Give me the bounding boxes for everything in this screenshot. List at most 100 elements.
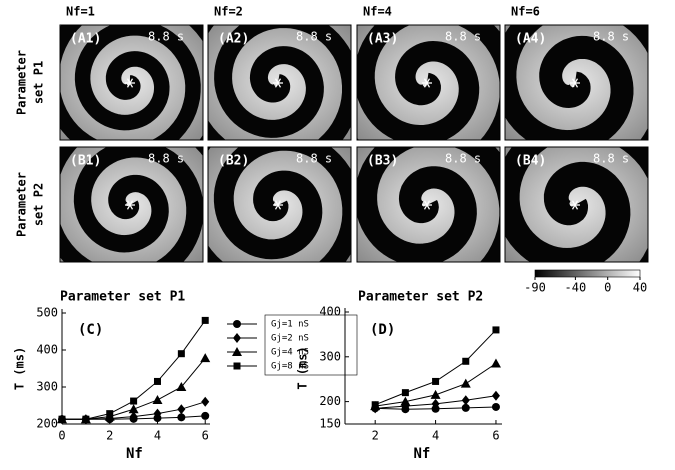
- marker: [233, 362, 241, 370]
- row-label: set P2: [32, 183, 46, 226]
- spiral-wave: [60, 25, 203, 140]
- panel-time: 8.8 s: [445, 152, 481, 166]
- image-frame: [504, 24, 649, 141]
- spiral-wave: [60, 147, 203, 262]
- marker: [430, 389, 441, 399]
- y-axis-label: T (ms): [13, 347, 27, 390]
- row-label: Parameter: [15, 172, 29, 237]
- marker: [232, 347, 242, 356]
- legend-label: Gj=8 nS: [271, 362, 309, 372]
- image-frame: [356, 24, 501, 141]
- core-star: [423, 78, 431, 88]
- marker: [432, 377, 440, 385]
- panel-label: (A2): [218, 32, 249, 47]
- panel-time: 8.8 s: [148, 152, 184, 166]
- chart-title: Parameter set P1: [60, 290, 185, 305]
- core-star: [274, 200, 282, 210]
- row-label: Parameter: [15, 50, 29, 115]
- legend-box: [264, 314, 358, 376]
- core-star: [571, 78, 579, 88]
- marker: [462, 357, 470, 365]
- marker: [153, 408, 162, 419]
- x-tick-label: 4: [432, 429, 439, 443]
- spiral-wave: [357, 147, 500, 262]
- y-tick-label: 200: [319, 394, 341, 408]
- panel-time: 8.8 s: [593, 30, 629, 44]
- marker: [401, 389, 409, 397]
- spiral-wave: [505, 25, 648, 140]
- column-header: Nf=2: [214, 5, 243, 19]
- image-frame: [207, 146, 352, 263]
- colorbar-tick-label: -40: [565, 281, 587, 295]
- y-tick-label: 200: [36, 417, 58, 431]
- panel-label: (B1): [70, 154, 101, 169]
- y-tick-label: 300: [319, 349, 341, 363]
- core-star: [274, 78, 282, 88]
- spiral-wave: [505, 147, 648, 262]
- marker: [461, 395, 470, 406]
- y-tick-label: 150: [319, 417, 341, 431]
- series: [371, 326, 500, 409]
- marker: [371, 401, 379, 409]
- x-tick-label: 6: [492, 429, 499, 443]
- series: [57, 353, 211, 424]
- marker: [233, 320, 241, 328]
- panel-time: 8.8 s: [296, 30, 332, 44]
- column-header: Nf=6: [511, 5, 540, 19]
- x-axis-label: Nf: [414, 446, 431, 462]
- panel-time: 8.8 s: [445, 30, 481, 44]
- panel-label: (B4): [515, 154, 546, 169]
- marker: [431, 398, 440, 409]
- panel-label: (A4): [515, 32, 546, 47]
- image-frame: [59, 146, 204, 263]
- legend-label: Gj=4 nS: [271, 348, 309, 358]
- colorbar-tick-label: 0: [604, 281, 611, 295]
- marker: [153, 377, 161, 385]
- marker: [58, 415, 66, 423]
- image-frame: [207, 24, 352, 141]
- column-header: Nf=4: [363, 5, 392, 19]
- marker: [152, 394, 163, 404]
- colorbar: [534, 269, 641, 278]
- y-tick-label: 400: [319, 305, 341, 319]
- legend-label: Gj=1 nS: [271, 320, 309, 330]
- marker: [82, 415, 90, 423]
- marker: [400, 396, 411, 406]
- spiral-image: [60, 25, 203, 140]
- core-star: [571, 200, 579, 210]
- marker: [491, 390, 500, 401]
- image-frame: [356, 146, 501, 263]
- marker: [177, 413, 186, 422]
- x-tick-label: 4: [154, 429, 161, 443]
- spiral-wave: [208, 147, 351, 262]
- marker: [233, 333, 241, 343]
- colorbar-tick-label: -90: [524, 281, 546, 295]
- panel-label: (B3): [367, 154, 398, 169]
- marker: [106, 410, 114, 418]
- annotation: (C): [78, 322, 103, 338]
- y-tick-label: 300: [36, 380, 58, 394]
- core-star: [423, 200, 431, 210]
- panel-label: (B2): [218, 154, 249, 169]
- image-frame: [504, 146, 649, 263]
- marker: [201, 411, 210, 420]
- legend-label: Gj=2 nS: [271, 334, 309, 344]
- marker: [128, 404, 139, 414]
- chart-title: Parameter set P2: [358, 290, 483, 305]
- y-axis-label: T (ms): [296, 346, 310, 389]
- marker: [176, 382, 187, 391]
- annotation: (D): [370, 322, 395, 338]
- marker: [490, 358, 501, 368]
- x-tick-label: 2: [372, 429, 379, 443]
- core-star: [126, 78, 134, 88]
- marker: [461, 403, 470, 412]
- x-axis-label: Nf: [126, 446, 143, 462]
- marker: [129, 411, 138, 422]
- panel-time: 8.8 s: [593, 152, 629, 166]
- panel-time: 8.8 s: [148, 30, 184, 44]
- panel-time: 8.8 s: [296, 152, 332, 166]
- spiral-wave: [357, 25, 500, 140]
- spiral-wave: [208, 25, 351, 140]
- y-tick-label: 400: [36, 343, 58, 357]
